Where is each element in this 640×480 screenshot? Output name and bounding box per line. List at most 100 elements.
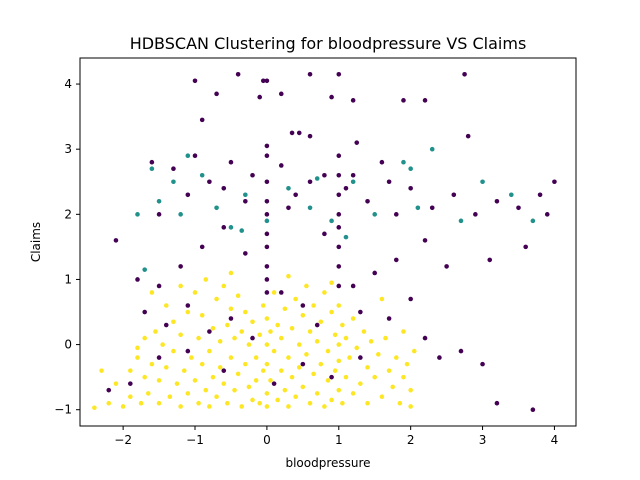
data-point <box>192 290 198 295</box>
data-point <box>307 133 313 139</box>
data-point <box>268 329 273 334</box>
data-point <box>106 400 112 406</box>
data-point <box>422 335 428 341</box>
data-point <box>199 172 205 178</box>
data-point <box>358 355 363 360</box>
data-point <box>120 404 126 409</box>
data-point <box>257 400 263 406</box>
data-point <box>350 391 356 396</box>
data-point <box>494 198 500 204</box>
data-point <box>336 358 342 364</box>
data-point <box>304 283 309 289</box>
data-point <box>243 251 248 256</box>
data-point <box>329 94 334 100</box>
data-point <box>178 283 183 289</box>
data-point <box>401 98 406 103</box>
data-point <box>196 400 201 406</box>
data-point <box>156 400 162 406</box>
data-point <box>243 309 248 315</box>
data-point <box>181 368 187 373</box>
data-point <box>232 335 237 341</box>
data-point <box>221 185 227 191</box>
data-point <box>192 78 198 84</box>
data-point <box>128 381 133 386</box>
data-point <box>358 309 363 315</box>
y-axis-label: Claims <box>29 222 43 262</box>
x-tick-label: 4 <box>551 433 559 447</box>
data-point <box>228 316 234 321</box>
data-point <box>411 348 417 354</box>
data-point <box>243 192 248 198</box>
data-point <box>239 404 245 409</box>
data-point <box>113 381 119 386</box>
data-point <box>92 405 97 411</box>
data-point <box>163 322 169 328</box>
data-point <box>307 400 313 406</box>
data-point <box>286 185 291 191</box>
data-point <box>336 71 342 77</box>
data-point <box>217 365 223 370</box>
data-point <box>314 322 320 328</box>
data-point <box>113 238 119 243</box>
data-point <box>221 225 227 230</box>
data-point <box>401 159 406 165</box>
data-point <box>437 355 442 360</box>
data-point <box>408 185 413 191</box>
data-point <box>214 91 219 97</box>
data-point <box>350 316 356 321</box>
data-point <box>318 361 324 367</box>
data-point <box>217 339 223 344</box>
data-point <box>257 94 263 100</box>
data-point <box>322 290 327 295</box>
data-point <box>145 391 151 396</box>
data-point <box>390 384 396 390</box>
y-tick-label: −1 <box>54 403 72 417</box>
data-point <box>429 146 435 152</box>
data-point <box>304 352 309 357</box>
data-point <box>246 342 252 347</box>
data-point <box>300 303 306 308</box>
data-point <box>293 192 298 198</box>
data-point <box>278 91 284 97</box>
data-point <box>336 283 342 289</box>
data-point <box>401 329 406 334</box>
data-point <box>336 153 342 158</box>
data-point <box>332 332 338 338</box>
data-point <box>232 387 237 393</box>
data-point <box>282 306 288 312</box>
data-point <box>264 212 270 217</box>
data-point <box>174 381 180 386</box>
data-point <box>225 400 230 406</box>
data-point <box>163 303 169 308</box>
data-point <box>296 365 302 370</box>
data-point <box>278 163 284 168</box>
data-point <box>422 238 428 243</box>
data-point <box>149 166 155 172</box>
data-point <box>307 205 313 211</box>
data-point <box>322 404 327 409</box>
data-point <box>393 355 399 360</box>
data-point <box>142 335 147 341</box>
data-point <box>408 387 413 393</box>
data-point <box>189 355 194 360</box>
data-point <box>178 212 183 217</box>
data-point <box>261 368 266 373</box>
data-point <box>264 316 270 321</box>
data-point <box>523 244 528 250</box>
data-point <box>293 394 298 399</box>
data-point <box>347 355 352 360</box>
data-point <box>361 329 367 334</box>
data-point <box>275 397 280 403</box>
data-point <box>379 394 385 399</box>
data-point <box>171 179 176 185</box>
data-point <box>264 391 270 396</box>
data-point <box>199 244 205 250</box>
data-point <box>354 140 360 145</box>
chart-title: HDBSCAN Clustering for bloodpressure VS … <box>130 34 527 53</box>
data-point <box>336 387 342 393</box>
data-point <box>458 348 464 354</box>
data-point <box>462 71 467 77</box>
data-point <box>171 166 176 172</box>
data-point <box>264 404 270 409</box>
data-point <box>329 218 334 224</box>
